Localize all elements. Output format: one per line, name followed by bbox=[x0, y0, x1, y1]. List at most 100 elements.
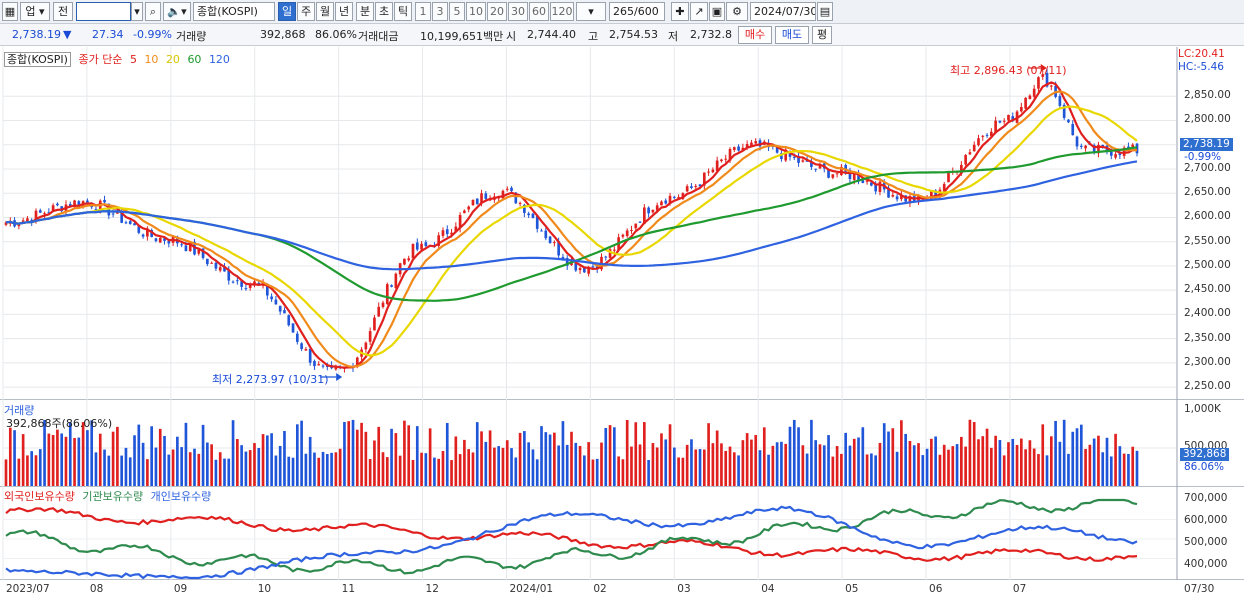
volume-bar bbox=[1007, 442, 1010, 486]
volume-bar bbox=[68, 422, 72, 486]
candle-body bbox=[908, 196, 912, 204]
candle-body bbox=[523, 204, 526, 213]
candle-body bbox=[968, 152, 972, 155]
interval-custom-select[interactable]: ▾ bbox=[576, 2, 606, 21]
search-icon[interactable]: ⌕ bbox=[145, 2, 161, 21]
volume-bar bbox=[103, 449, 106, 486]
interval-20[interactable]: 20 bbox=[487, 2, 507, 21]
gear-icon[interactable]: ⚙ bbox=[726, 2, 748, 21]
period-second[interactable]: 초 bbox=[375, 2, 393, 21]
volume-bar bbox=[741, 440, 745, 486]
volume-bar bbox=[750, 439, 753, 486]
layout-icon[interactable]: ▦ bbox=[2, 2, 18, 21]
volume-bar bbox=[745, 433, 749, 486]
candle-body bbox=[1002, 120, 1006, 122]
individual-holdings-line bbox=[5, 505, 1138, 580]
crosshair-icon[interactable]: ✚ bbox=[671, 2, 689, 21]
candle-body bbox=[403, 258, 406, 265]
candle-body bbox=[34, 210, 38, 222]
volume-bar bbox=[1084, 448, 1087, 486]
interval-120[interactable]: 120 bbox=[550, 2, 574, 21]
interval-3[interactable]: 3 bbox=[432, 2, 448, 21]
ma-20-line bbox=[5, 105, 1138, 357]
volume-bar bbox=[111, 431, 115, 486]
volume-bar bbox=[818, 444, 822, 486]
candle-body bbox=[981, 135, 985, 137]
candle-body bbox=[304, 349, 308, 351]
candle-body bbox=[1041, 74, 1045, 77]
candle-body bbox=[364, 342, 368, 350]
max-arrow-head bbox=[1040, 64, 1047, 72]
save-icon[interactable]: ▣ bbox=[709, 2, 725, 21]
eval-button[interactable]: 평 bbox=[812, 26, 832, 44]
period-day[interactable]: 일 bbox=[278, 2, 296, 21]
candle-body bbox=[415, 242, 419, 250]
ma-60-line bbox=[5, 146, 1138, 302]
draw-icon[interactable]: ↗ bbox=[690, 2, 708, 21]
count-field[interactable]: 265/600 bbox=[609, 2, 665, 21]
candle-body bbox=[467, 206, 471, 210]
candle-body bbox=[128, 221, 132, 225]
volume-bar bbox=[278, 445, 282, 486]
candle-body bbox=[711, 169, 715, 173]
interval-1[interactable]: 1 bbox=[415, 2, 431, 21]
period-year[interactable]: 년 bbox=[335, 2, 353, 21]
volume-bar bbox=[274, 455, 278, 486]
candle-body bbox=[1084, 145, 1087, 149]
holdings-pane[interactable] bbox=[0, 487, 1244, 580]
volume-bar bbox=[942, 444, 946, 486]
volume-bar bbox=[497, 446, 501, 486]
period-tick[interactable]: 틱 bbox=[394, 2, 412, 21]
holdings-tick-700k: 700,000 bbox=[1184, 492, 1228, 504]
candle-body bbox=[1024, 97, 1027, 109]
candle-body bbox=[510, 187, 513, 192]
volume-bar bbox=[64, 436, 68, 486]
ma-label: 종가 단순 bbox=[78, 53, 123, 66]
volume-bar bbox=[390, 428, 393, 486]
interval-10[interactable]: 10 bbox=[466, 2, 486, 21]
high-value: 2,754.53 bbox=[609, 28, 658, 41]
low-value: 2,732.8 bbox=[690, 28, 732, 41]
price-pane[interactable] bbox=[0, 47, 1244, 400]
date-field[interactable]: 2024/07/30 bbox=[750, 2, 816, 21]
period-minute[interactable]: 분 bbox=[356, 2, 374, 21]
interval-30[interactable]: 30 bbox=[508, 2, 528, 21]
candle-body bbox=[475, 198, 479, 205]
candle-body bbox=[870, 182, 873, 186]
code-dropdown-icon[interactable]: ▾ bbox=[131, 2, 143, 21]
x-tick-label: 2023/07 bbox=[6, 583, 50, 595]
ma-20-label: 20 bbox=[165, 53, 180, 66]
candle-body bbox=[1028, 95, 1032, 100]
interval-5[interactable]: 5 bbox=[449, 2, 465, 21]
volume-bar bbox=[308, 436, 312, 486]
volume-bar bbox=[150, 426, 153, 486]
candle-body bbox=[1079, 145, 1083, 147]
volume-bar bbox=[90, 420, 94, 486]
period-week[interactable]: 주 bbox=[297, 2, 315, 21]
candle-body bbox=[133, 223, 136, 226]
interval-60[interactable]: 60 bbox=[529, 2, 549, 21]
candle-body bbox=[463, 210, 466, 214]
speaker-icon[interactable]: 🔈▾ bbox=[163, 2, 191, 21]
period-month[interactable]: 월 bbox=[316, 2, 334, 21]
candle-body bbox=[1114, 154, 1117, 158]
volume-bar bbox=[694, 449, 698, 486]
candle-body bbox=[587, 267, 590, 274]
candle-body bbox=[445, 229, 449, 235]
volume-bar bbox=[660, 433, 663, 486]
x-tick-label: 03 bbox=[677, 583, 691, 595]
candle-body bbox=[887, 187, 890, 198]
buy-button[interactable]: 매수 bbox=[738, 26, 772, 44]
scope-button[interactable]: 전 bbox=[53, 2, 73, 21]
calendar-icon[interactable]: ▤ bbox=[817, 2, 833, 21]
volume-pane[interactable] bbox=[0, 400, 1244, 487]
volume-bar bbox=[835, 446, 839, 486]
market-select[interactable]: 업 ▾ bbox=[20, 2, 50, 21]
code-input[interactable]: 001 bbox=[76, 2, 131, 21]
sell-button[interactable]: 매도 bbox=[775, 26, 809, 44]
volume-bar bbox=[822, 445, 826, 486]
volume-bar bbox=[630, 446, 633, 486]
candle-body bbox=[544, 230, 548, 239]
volume-bar bbox=[107, 455, 111, 486]
